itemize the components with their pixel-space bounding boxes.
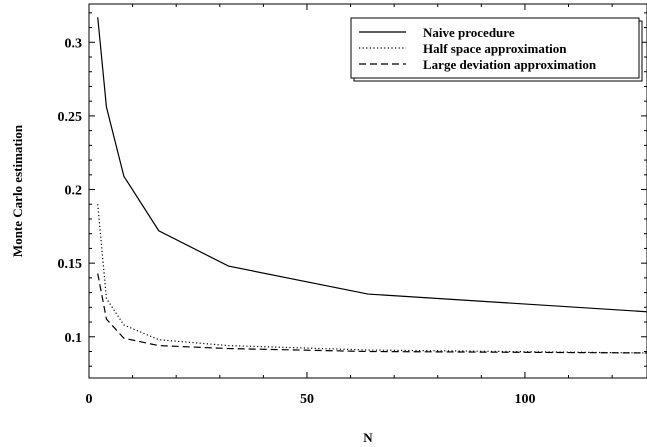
series-line-dashed	[97, 273, 647, 354]
plot-area-border	[88, 3, 647, 379]
y-axis-label: Monte Carlo estimation	[10, 124, 25, 257]
series-layer	[97, 17, 647, 354]
x-axis-ticks: 0 50 100	[86, 4, 613, 407]
plot-frame	[88, 3, 647, 379]
legend-label: Large deviation approximation	[423, 57, 597, 72]
y-axis-ticks: 0.1 0.15 0.2 0.25 0.3	[58, 12, 647, 367]
legend-label: Naive procedure	[423, 25, 515, 40]
x-axis-label: N	[363, 430, 373, 445]
x-tick-label: 50	[300, 392, 314, 407]
series-line-dotted	[97, 204, 647, 354]
y-tick-label: 0.2	[65, 184, 83, 199]
x-tick-label: 100	[514, 392, 535, 407]
x-tick-label: 0	[86, 392, 93, 407]
series-line-solid	[97, 17, 647, 313]
legend-label: Half space approximation	[423, 41, 567, 56]
y-tick-label: 0.25	[58, 110, 83, 125]
y-tick-label: 0.1	[65, 331, 83, 346]
y-tick-label: 0.3	[65, 36, 83, 51]
y-tick-label: 0.15	[58, 257, 83, 272]
